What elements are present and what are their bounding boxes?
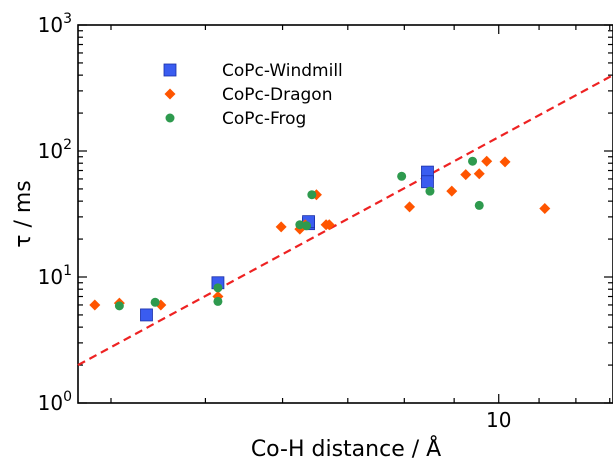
copc-frog-point <box>150 297 160 307</box>
copc-frog-point <box>474 200 484 210</box>
copc-frog-legend-label: CoPc-Frog <box>222 109 306 129</box>
plot-frame <box>77 24 613 404</box>
copc-frog-point <box>213 283 223 293</box>
x-tick-label: 10 <box>486 408 511 432</box>
copc-dragon-point <box>473 168 485 180</box>
copc-frog-point <box>468 156 478 166</box>
copc-dragon-point <box>539 202 551 214</box>
y-tick-label: 102 <box>38 137 72 163</box>
copc-frog-point <box>114 301 124 311</box>
copc-dragon-legend-marker <box>164 88 176 100</box>
copc-dragon-legend-label: CoPc-Dragon <box>222 85 332 105</box>
copc-dragon-point <box>275 221 287 233</box>
legend: CoPc-Windmill CoPc-Dragon CoPc-Frog <box>163 61 343 129</box>
fit-line <box>77 74 613 367</box>
x-axis-label: Co-H distance / Å <box>251 435 441 462</box>
plot-area-border <box>77 24 613 404</box>
copc-frog-point <box>425 186 435 196</box>
copc-frog-point <box>302 221 312 231</box>
y-tick-label: 101 <box>38 263 72 289</box>
copc-dragon-point <box>499 156 511 168</box>
copc-windmill-point <box>140 308 153 322</box>
copc-windmill-legend-marker <box>163 63 177 77</box>
y-axis-label: τ / ms <box>11 180 36 248</box>
copc-dragon-point <box>446 185 458 197</box>
axis-ticks <box>78 24 613 404</box>
copc-windmill-point <box>421 175 434 189</box>
copc-dragon-point <box>89 299 101 311</box>
copc-frog-point <box>213 296 223 306</box>
copc-dragon-point <box>404 201 416 213</box>
data-points <box>89 155 551 322</box>
copc-dragon-point <box>481 155 493 167</box>
copc-frog-legend-marker <box>165 113 175 123</box>
copc-frog-point <box>295 220 305 230</box>
copc-dragon-point <box>323 219 335 231</box>
copc-windmill-legend-label: CoPc-Windmill <box>222 61 343 81</box>
copc-frog-point <box>307 190 317 200</box>
y-tick-label: 100 <box>38 389 72 415</box>
copc-frog-point <box>397 171 407 181</box>
y-tick-label: 103 <box>38 11 72 37</box>
copc-dragon-point <box>460 169 472 181</box>
